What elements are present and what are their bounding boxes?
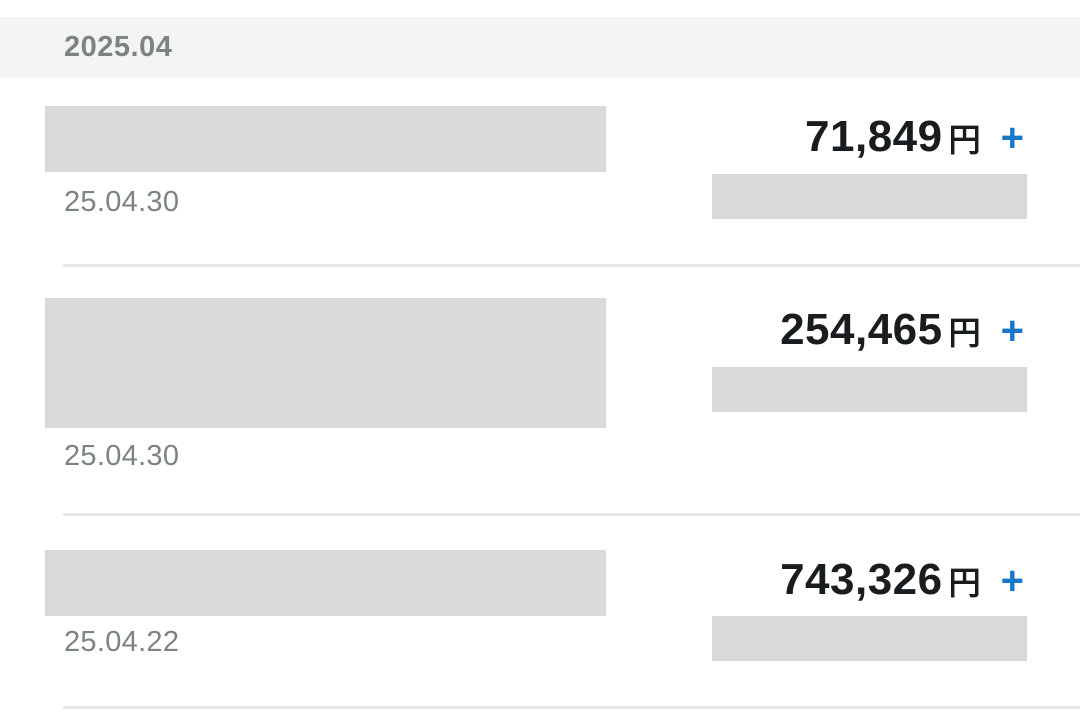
month-label: 2025.04 xyxy=(64,31,173,63)
amount-group: 254,465 円 + xyxy=(780,305,1024,355)
transaction-date: 25.04.30 xyxy=(64,186,180,218)
amount-group: 71,849 円 + xyxy=(805,112,1024,162)
redacted-description xyxy=(45,106,606,172)
redacted-detail xyxy=(712,174,1027,219)
currency-unit: 円 xyxy=(948,314,981,352)
month-section-header: 2025.04 xyxy=(0,17,1080,78)
amount-group: 743,326 円 + xyxy=(780,555,1024,605)
row-divider xyxy=(63,264,1080,267)
transaction-amount: 71,849 xyxy=(805,112,943,161)
transaction-date: 25.04.22 xyxy=(64,626,180,658)
currency-unit: 円 xyxy=(948,564,981,602)
transaction-amount: 743,326 xyxy=(780,555,943,604)
currency-unit: 円 xyxy=(948,121,981,159)
plus-icon: + xyxy=(1000,116,1024,160)
plus-icon: + xyxy=(1000,309,1024,353)
redacted-detail xyxy=(712,367,1027,412)
transaction-date: 25.04.30 xyxy=(64,440,180,472)
redacted-description xyxy=(45,550,606,616)
redacted-detail xyxy=(712,616,1027,661)
transaction-amount: 254,465 xyxy=(780,305,943,354)
redacted-description xyxy=(45,298,606,428)
plus-icon: + xyxy=(1000,559,1024,603)
row-divider xyxy=(63,706,1080,709)
row-divider xyxy=(63,513,1080,516)
